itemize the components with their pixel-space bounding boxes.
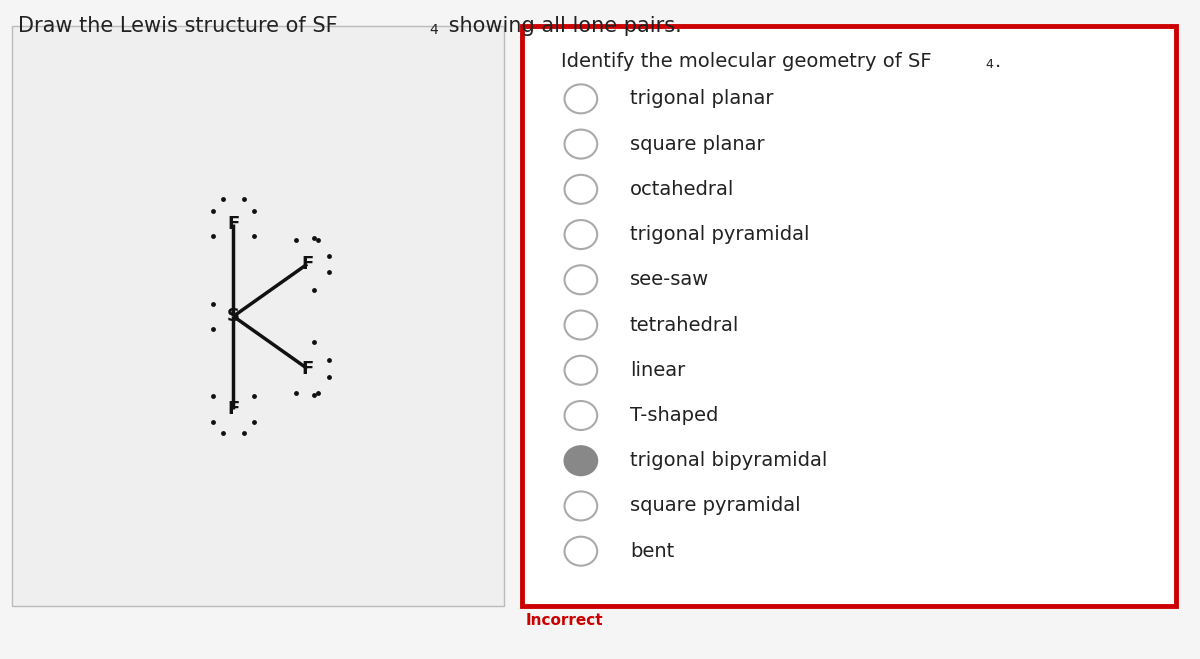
Text: trigonal bipyramidal: trigonal bipyramidal [630, 451, 827, 471]
Circle shape [564, 84, 598, 113]
Circle shape [564, 266, 598, 295]
Circle shape [564, 356, 598, 385]
Circle shape [564, 310, 598, 339]
Circle shape [564, 446, 598, 475]
Circle shape [564, 536, 598, 565]
Circle shape [564, 401, 598, 430]
Text: square planar: square planar [630, 134, 764, 154]
Text: Incorrect: Incorrect [526, 613, 604, 628]
Circle shape [564, 220, 598, 249]
Text: tetrahedral: tetrahedral [630, 316, 739, 335]
Text: F: F [227, 400, 240, 418]
Text: 4: 4 [430, 23, 438, 37]
Text: linear: linear [630, 360, 685, 380]
Text: trigonal pyramidal: trigonal pyramidal [630, 225, 810, 244]
Text: S: S [227, 307, 240, 326]
Text: F: F [227, 215, 240, 233]
Text: .: . [995, 53, 1001, 71]
Text: octahedral: octahedral [630, 180, 734, 199]
Text: square pyramidal: square pyramidal [630, 496, 800, 515]
Text: 4: 4 [985, 58, 992, 71]
Circle shape [564, 130, 598, 159]
Circle shape [564, 492, 598, 521]
Text: see-saw: see-saw [630, 270, 709, 289]
Text: F: F [301, 360, 313, 378]
Text: trigonal planar: trigonal planar [630, 90, 774, 108]
Text: Draw the Lewis structure of SF: Draw the Lewis structure of SF [18, 16, 337, 36]
Circle shape [564, 175, 598, 204]
FancyBboxPatch shape [522, 26, 1176, 606]
Text: showing all lone pairs.: showing all lone pairs. [442, 16, 682, 36]
Text: F: F [301, 255, 313, 273]
Text: T-shaped: T-shaped [630, 406, 719, 425]
Text: bent: bent [630, 542, 674, 561]
FancyBboxPatch shape [12, 26, 504, 606]
Text: Identify the molecular geometry of SF: Identify the molecular geometry of SF [562, 53, 932, 71]
